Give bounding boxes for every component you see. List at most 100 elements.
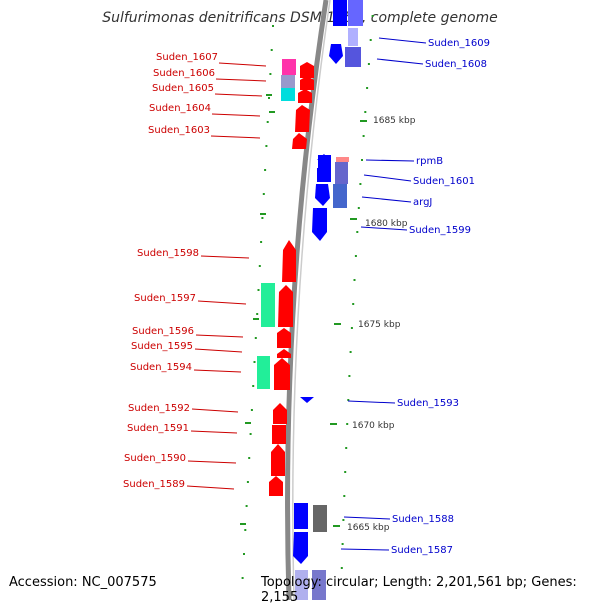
track-dot [252, 385, 255, 387]
reverse-gene-suden-1606 [281, 75, 295, 88]
forward-gene-label: Suden_1588 [392, 514, 454, 525]
track-dot [354, 255, 357, 257]
track-dot [356, 231, 359, 233]
track-dot [369, 39, 372, 41]
track-dot [241, 577, 244, 579]
reverse-gene-label: Suden_1596 [132, 326, 194, 337]
track-dot [359, 183, 362, 185]
reverse-gene-suden-1605 [281, 88, 295, 101]
reverse-gene-suden-1597 [261, 283, 293, 327]
forward-leader-line [363, 174, 412, 182]
track-dot [265, 145, 268, 147]
track-dot [349, 351, 352, 353]
minor-tick [269, 111, 275, 113]
minor-tick [240, 523, 246, 525]
track-dot [341, 543, 344, 545]
forward-leader-line [365, 159, 415, 162]
forward-leader-line [340, 548, 390, 551]
track-dot [253, 361, 256, 363]
forward-gene-suden-1587 [293, 532, 326, 600]
kbp-label: 1675 kbp [358, 320, 401, 330]
forward-gene-label: Suden_1608 [425, 59, 487, 70]
kbp-label: 1685 kbp [373, 116, 416, 126]
reverse-gene-suden-1590 [271, 444, 285, 476]
reverse-leader-line [210, 135, 261, 139]
forward-leader-line [378, 37, 427, 44]
track-dot [269, 73, 272, 75]
reverse-gene-suden-1591 [272, 425, 286, 444]
forward-leader-line [361, 196, 412, 203]
reverse-leader-line [186, 485, 235, 490]
track-dot [353, 279, 356, 281]
minor-tick [253, 318, 259, 320]
reverse-gene-suden-1595 [277, 349, 291, 358]
track-dot [245, 505, 248, 507]
forward-gene-suden-1608 [345, 47, 361, 67]
forward-gene-suden-1609 [329, 0, 363, 64]
reverse-leader-line [197, 300, 247, 305]
track-dot [256, 313, 259, 315]
track-dot [249, 433, 252, 435]
reverse-gene-label: Suden_1597 [134, 293, 196, 304]
reverse-leader-line [215, 78, 267, 82]
track-dot [270, 49, 273, 51]
reverse-gene-label: Suden_1589 [123, 479, 185, 490]
reverse-leader-line [218, 62, 267, 67]
track-dot [366, 87, 369, 89]
forward-leader-line [347, 400, 396, 404]
minor-tick [260, 213, 266, 215]
track-dot [367, 63, 370, 65]
forward-leader-line [343, 516, 391, 520]
topology-text: Topology: circular; Length: 2,201,561 bp… [261, 575, 577, 605]
track-dot [343, 495, 346, 497]
track-dot [257, 289, 260, 291]
forward-gene-label: Suden_1609 [428, 38, 490, 49]
kbp-label: 1665 kbp [347, 523, 390, 533]
reverse-gene-labels: Suden_1607 Suden_1606 Suden_1605 Suden_1604… [123, 52, 218, 490]
track-dot [266, 121, 269, 123]
forward-gene-label: Suden_1601 [413, 176, 475, 187]
track-dot [268, 97, 270, 99]
track-dot [260, 241, 263, 243]
track-dot [248, 457, 251, 459]
reverse-gene-label: Suden_1606 [153, 68, 215, 79]
reverse-gene-suden-1589 [269, 476, 283, 496]
forward-leader-line [360, 226, 408, 231]
forward-gene-label: argJ [413, 197, 432, 208]
genome-backbone [285, 0, 329, 600]
forward-gene-label: Suden_1593 [397, 398, 459, 409]
label-leader-lines [186, 37, 427, 551]
reverse-leader-line [190, 430, 238, 434]
track-dot [264, 169, 267, 171]
forward-gene-rpmb [317, 154, 349, 168]
reverse-gene-suden-1598 [282, 240, 296, 282]
genome-backbone-shadow [292, 0, 331, 600]
track-dot [348, 375, 351, 377]
accession-text: Accession: NC_007575 [9, 575, 157, 590]
forward-gene-label: rpmB [416, 156, 443, 167]
reverse-gene-suden-1594 [257, 356, 290, 390]
reverse-leader-line [191, 408, 239, 413]
reverse-gene-label: Suden_1592 [128, 403, 190, 414]
track-dot [246, 481, 249, 483]
track-dot [357, 207, 360, 209]
reverse-leader-line [194, 348, 243, 353]
track-dot [342, 519, 345, 521]
forward-gene-suden-1599 [312, 208, 327, 241]
reverse-gene-label: Suden_1594 [130, 362, 192, 373]
reverse-gene-group-1604-1603 [292, 62, 314, 149]
reverse-gene-suden-1607 [282, 59, 296, 75]
track-dot [344, 471, 347, 473]
track-dot [243, 553, 245, 555]
track-dot [362, 135, 365, 137]
track-dot [254, 337, 257, 339]
reverse-gene-label: Suden_1591 [127, 423, 189, 434]
track-dot [261, 217, 264, 219]
track-dot [262, 193, 265, 195]
kbp-tick [360, 120, 367, 122]
reverse-gene-suden-1592 [273, 403, 287, 424]
forward-gene-label: Suden_1599 [409, 225, 471, 236]
track-dot [350, 327, 353, 329]
reverse-leader-line [211, 113, 261, 117]
